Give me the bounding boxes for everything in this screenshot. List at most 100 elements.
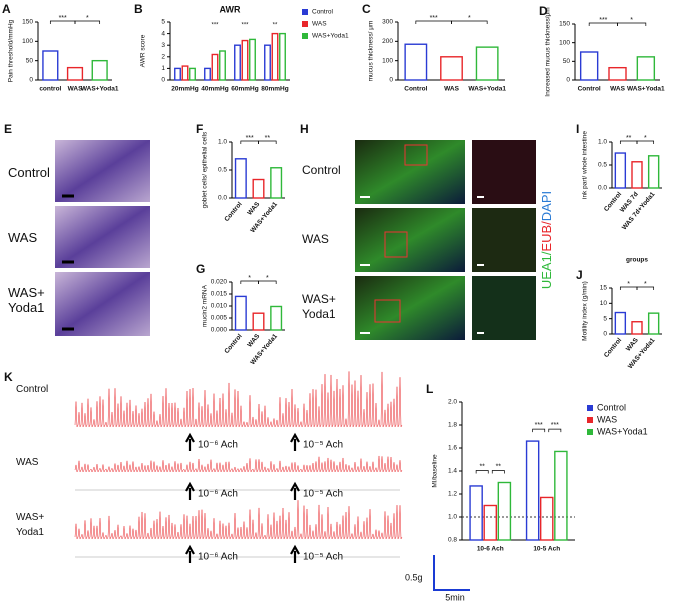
y-axis-label: goblet cells/ epithelial cells: [202, 131, 209, 208]
bar: [608, 66, 627, 81]
bar: [181, 65, 189, 81]
bar: [204, 67, 211, 81]
significance-label: ***: [535, 422, 543, 429]
trace-label: Control: [16, 384, 49, 395]
y-tick-label: 1: [161, 65, 165, 72]
legend-label: Control: [597, 402, 626, 412]
y-tick-label: 0.010: [211, 303, 228, 310]
x-tick-label: Control: [603, 337, 623, 359]
x-tick-label: WAS: [610, 86, 625, 93]
panel-letter: B: [134, 2, 143, 16]
significance-bracket: [491, 470, 505, 474]
y-axis-label: Pain threshold/mmHg: [8, 19, 15, 82]
x-tick-label: 10-6 Ach: [477, 546, 504, 553]
bar: [631, 161, 643, 189]
significance-label: *: [630, 17, 633, 24]
y-tick-label: 1.0: [598, 139, 607, 146]
legend-swatch: [302, 21, 308, 27]
bar: [234, 44, 241, 81]
y-tick-label: 300: [382, 19, 393, 26]
y-tick-label: 50: [26, 57, 34, 64]
x-tick-label: Control: [223, 333, 243, 355]
legend-label: WAS+Yoda1: [597, 426, 648, 436]
y-axis-label: MI/baseline: [432, 454, 439, 488]
bar: [42, 50, 59, 81]
x-tick-label: WAS+Yoda1: [468, 86, 506, 93]
chart-title: AWR: [220, 4, 241, 14]
significance-bracket: [636, 140, 655, 144]
bar: [241, 39, 249, 81]
bar: [174, 67, 181, 81]
scale-x: 5min: [445, 592, 465, 602]
y-tick-label: 0: [161, 77, 165, 84]
x-tick-label: WAS+Yoda1: [627, 86, 665, 93]
arrow: [290, 432, 300, 451]
bar: [264, 44, 271, 81]
stimulus-label: 10⁻⁵ Ach: [303, 440, 343, 451]
y-tick-label: 0: [389, 77, 393, 84]
bar: [614, 311, 627, 335]
bar: [279, 32, 286, 81]
stimulus-label: 10⁻⁶ Ach: [198, 489, 238, 500]
y-tick-label: 0.005: [211, 315, 228, 322]
bar: [483, 504, 498, 541]
panel-letter: K: [4, 370, 13, 384]
significance-label: *: [644, 135, 647, 142]
y-tick-label: 100: [382, 57, 393, 64]
y-tick-label: 200: [382, 38, 393, 45]
scale-bars: [62, 194, 74, 331]
panel-letter: I: [576, 122, 579, 136]
significance-label: *: [248, 275, 251, 282]
bar: [440, 56, 463, 81]
significance-bracket: [258, 280, 277, 284]
y-tick-label: 0.5: [218, 167, 227, 174]
arrow: [185, 432, 195, 451]
x-tick-label: 20mmHg: [171, 86, 198, 93]
panel-letter: G: [196, 262, 205, 276]
stain: EUB/: [539, 221, 554, 252]
significance-label: *: [627, 281, 630, 288]
bar: [647, 155, 660, 189]
arrow: [185, 544, 195, 563]
y-tick-label: 0.8: [448, 537, 457, 544]
y-tick-label: 0.000: [211, 327, 228, 334]
y-tick-label: 1.4: [448, 468, 457, 475]
bar: [270, 167, 283, 199]
trace-label: WAS: [16, 457, 39, 468]
scale-y: 0.5g: [405, 572, 423, 582]
arrow: [290, 544, 300, 563]
row-label: Control: [8, 165, 50, 180]
bar: [252, 312, 265, 331]
bar: [614, 152, 627, 189]
significance-label: **: [626, 135, 632, 142]
bar: [270, 305, 283, 331]
stain-label: UEA1/EUB/DAPI: [539, 191, 554, 289]
y-tick-label: 100: [559, 39, 570, 46]
significance-label: ***: [430, 15, 438, 22]
significance-label: ***: [246, 135, 254, 142]
y-tick-label: 5: [603, 315, 607, 322]
significance-bracket: [548, 428, 562, 433]
significance-bracket: [475, 470, 489, 474]
legend-swatch: [587, 429, 593, 435]
panel-letter: D: [539, 4, 548, 18]
row-label: WAS+ Yoda1: [8, 285, 45, 315]
x-tick-label: WAS+Yoda1: [81, 86, 119, 93]
x-tick-label: WAS: [444, 86, 459, 93]
bar: [234, 295, 247, 331]
trace: [74, 371, 403, 428]
bar: [469, 485, 483, 541]
y-tick-label: 3: [161, 42, 165, 49]
arrow: [290, 481, 300, 500]
row-label: Control: [302, 163, 341, 177]
y-tick-label: 1.6: [448, 445, 457, 452]
x-tick-label: WAS: [625, 336, 640, 352]
x-axis-label: groups: [626, 257, 648, 264]
significance-label: *: [644, 281, 647, 288]
bar: [66, 66, 84, 81]
bar: [579, 51, 599, 81]
stain: DAPI: [539, 191, 554, 221]
arrow: [185, 481, 195, 500]
y-tick-label: 0.020: [211, 279, 228, 286]
